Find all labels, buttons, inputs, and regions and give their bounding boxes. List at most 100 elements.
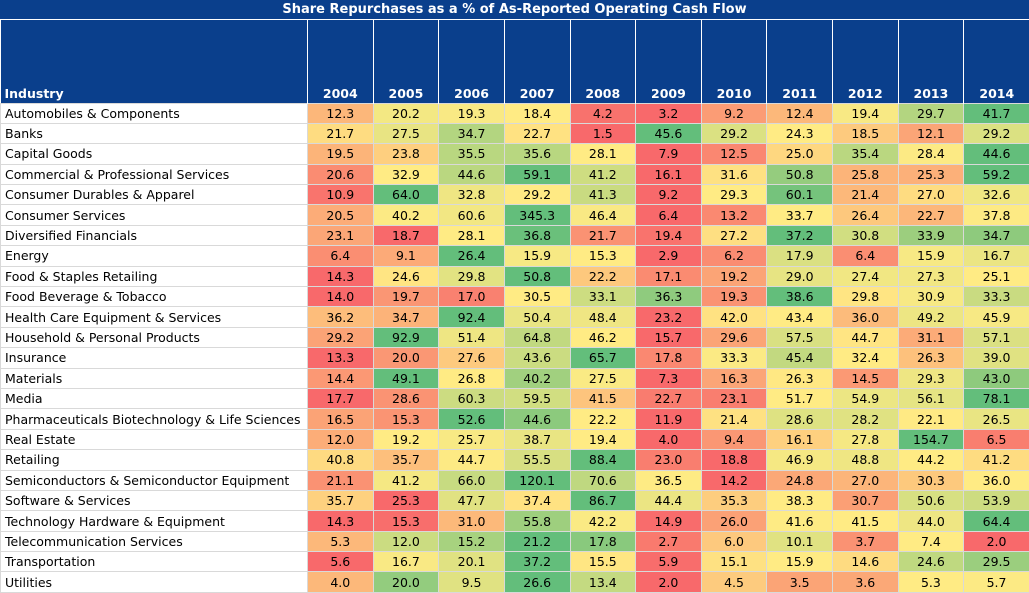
heatmap-cell: 22.2: [569, 408, 637, 430]
heatmap-cell: 9.1: [372, 245, 440, 267]
heatmap-cell: 36.3: [635, 286, 702, 308]
heatmap-cell: 2.9: [635, 245, 702, 267]
heatmap-cell: 51.7: [766, 387, 833, 410]
heatmap-cell: 17.7: [307, 387, 374, 410]
heatmap-cell: 40.8: [307, 449, 374, 471]
heatmap-cell: 44.6: [503, 408, 571, 430]
heatmap-cell: 4.0: [635, 428, 702, 451]
heatmap-cell: 154.7: [897, 428, 965, 451]
heatmap-cell: 28.6: [372, 387, 440, 410]
heatmap-cell: 20.6: [307, 163, 374, 186]
heatmap-cell: 41.3: [569, 184, 637, 206]
heatmap-cell: 33.3: [963, 286, 1029, 308]
heatmap-cell: 27.6: [438, 347, 505, 369]
heatmap-cell: 345.3: [503, 204, 571, 226]
heatmap-cell: 9.2: [635, 184, 702, 206]
heatmap-cell: 46.4: [569, 204, 637, 226]
heatmap-cell: 14.3: [307, 265, 374, 288]
heatmap-cell: 45.9: [963, 306, 1029, 328]
heatmap-cell: 16.5: [307, 408, 374, 430]
heatmap-cell: 18.7: [372, 224, 440, 247]
heatmap-cell: 16.7: [963, 245, 1029, 267]
heatmap-cell: 29.3: [897, 367, 965, 389]
heatmap-cell: 43.4: [766, 306, 833, 328]
heatmap-cell: 14.3: [307, 510, 374, 532]
heatmap-cell: 13.2: [700, 204, 768, 226]
heatmap-cell: 51.4: [438, 326, 505, 349]
table-row: Transportation 5.6 16.7 20.1 37.2 15.5 5.9 15.1…: [0, 551, 1029, 573]
year-header-2014: 2014: [963, 20, 1029, 103]
industry-label: Commercial & Professional Services: [0, 163, 308, 186]
heatmap-cell: 45.4: [766, 347, 833, 369]
heatmap-cell: 49.1: [372, 367, 440, 389]
heatmap-cell: 30.5: [503, 286, 571, 308]
heatmap-cell: 33.7: [766, 204, 833, 226]
year-header-2006: 2006: [438, 20, 505, 103]
heatmap-cell: 19.2: [700, 265, 768, 288]
heatmap-cell: 19.7: [372, 286, 440, 308]
heatmap-cell: 32.4: [832, 347, 899, 369]
heatmap-cell: 38.7: [503, 428, 571, 451]
heatmap-cell: 36.2: [307, 306, 374, 328]
heatmap-cell: 44.7: [438, 449, 505, 471]
heatmap-cell: 48.8: [832, 449, 899, 471]
industry-label: Media: [0, 387, 308, 410]
heatmap-cell: 20.1: [438, 551, 505, 573]
heatmap-cell: 19.4: [832, 102, 899, 124]
heatmap-cell: 22.7: [503, 122, 571, 145]
heatmap-cell: 29.6: [700, 326, 768, 349]
heatmap-cell: 24.6: [372, 265, 440, 288]
heatmap-cell: 28.1: [569, 143, 637, 165]
industry-label: Consumer Durables & Apparel: [0, 184, 308, 206]
heatmap-cell: 14.9: [635, 510, 702, 532]
table-row: Media 17.7 28.6 60.3 59.5 41.5 22.7 23.1 51.7 54.…: [0, 387, 1029, 410]
industry-label: Automobiles & Components: [0, 102, 308, 124]
table-row: Household & Personal Products 29.2 92.9 51.…: [0, 326, 1029, 349]
heatmap-cell: 36.8: [503, 224, 571, 247]
industry-label: Food & Staples Retailing: [0, 265, 308, 288]
heatmap-cell: 41.5: [569, 387, 637, 410]
heatmap-cell: 29.5: [963, 551, 1029, 573]
heatmap-cell: 25.7: [438, 428, 505, 451]
heatmap-cell: 55.8: [503, 510, 571, 532]
heatmap-cell: 26.4: [832, 204, 899, 226]
heatmap-cell: 25.3: [372, 489, 440, 512]
heatmap-cell: 28.4: [897, 143, 965, 165]
heatmap-cell: 12.4: [766, 102, 833, 124]
heatmap-cell: 43.0: [963, 367, 1029, 389]
heatmap-cell: 13.4: [569, 571, 637, 593]
heatmap-cell: 5.7: [963, 571, 1029, 593]
industry-label: Consumer Services: [0, 204, 308, 226]
heatmap-cell: 26.0: [700, 510, 768, 532]
heatmap-cell: 29.2: [503, 184, 571, 206]
year-header-2007: 2007: [503, 20, 570, 103]
heatmap-cell: 37.4: [503, 489, 571, 512]
heatmap-cell: 20.0: [372, 571, 440, 593]
table-row: Capital Goods 19.5 23.8 35.5 35.6 28.1 7.9 12.5…: [0, 143, 1029, 165]
heatmap-cell: 29.2: [307, 326, 374, 349]
industry-label: Telecommunication Services: [0, 530, 308, 553]
heatmap-cell: 31.0: [438, 510, 505, 532]
heatmap-cell: 54.9: [832, 387, 899, 410]
heatmap-cell: 88.4: [569, 449, 637, 471]
heatmap-cell: 35.6: [503, 143, 571, 165]
heatmap-cell: 15.2: [438, 530, 505, 553]
heatmap-cell: 6.4: [635, 204, 702, 226]
heatmap-cell: 37.2: [503, 551, 571, 573]
table-row: Real Estate 12.0 19.2 25.7 38.7 19.4 4.0 9.4 16.…: [0, 428, 1029, 451]
heatmap-cell: 27.4: [832, 265, 899, 288]
year-header-2012: 2012: [832, 20, 899, 103]
heatmap-cell: 59.5: [503, 387, 571, 410]
heatmap-cell: 2.0: [635, 571, 702, 593]
heatmap-cell: 34.7: [372, 306, 440, 328]
table-row: Insurance 13.3 20.0 27.6 43.6 65.7 17.8 33.3 45.…: [0, 347, 1029, 369]
heatmap-cell: 37.2: [766, 224, 833, 247]
heatmap-cell: 65.7: [569, 347, 637, 369]
table-row: Food Beverage & Tobacco 14.0 19.7 17.0 30.5 3…: [0, 286, 1029, 308]
industry-label: Food Beverage & Tobacco: [0, 286, 308, 308]
heatmap-cell: 92.9: [372, 326, 440, 349]
heatmap-cell: 64.8: [503, 326, 571, 349]
heatmap-cell: 35.7: [372, 449, 440, 471]
heatmap-cell: 42.0: [700, 306, 768, 328]
